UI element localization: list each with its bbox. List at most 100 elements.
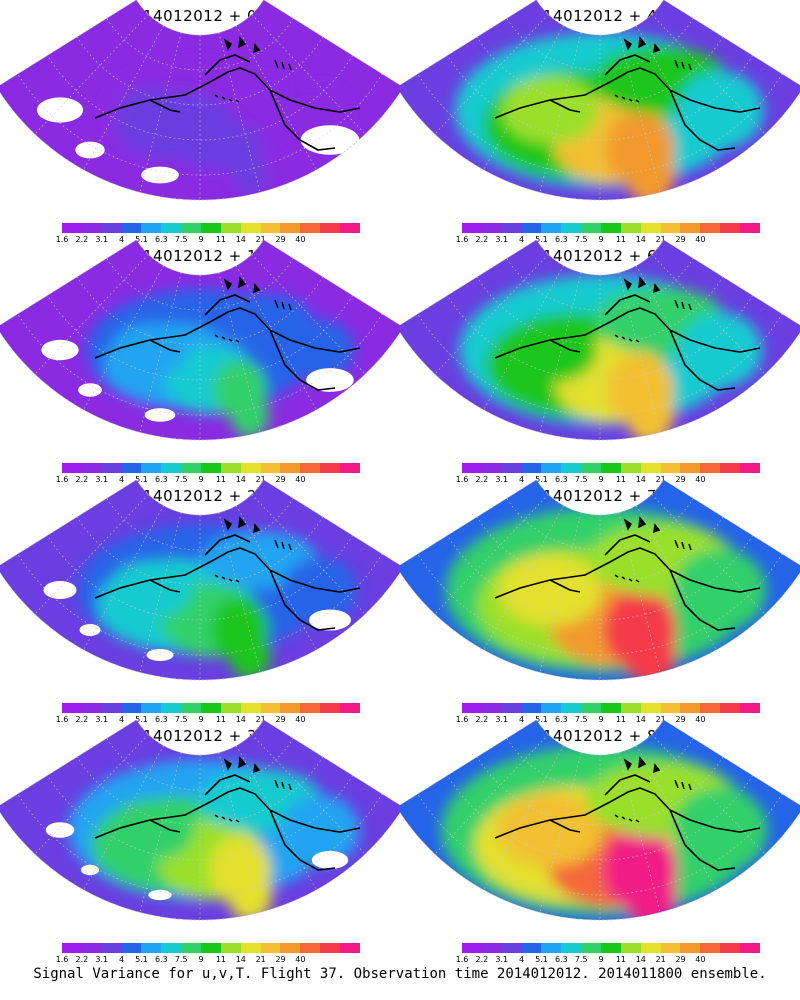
colorbar-tick-label: 4 [519, 475, 525, 484]
colorbar-tick-label: 1.6 [55, 475, 69, 484]
longitude-line [251, 494, 366, 615]
colorbar-swatch [240, 703, 261, 713]
colorbar-swatch [541, 943, 562, 953]
colorbar-tick-label: 9 [598, 715, 604, 724]
colorbar-swatch [320, 703, 341, 713]
colorbar-swatch [462, 703, 482, 713]
colorbar-tick-label: 9 [198, 955, 204, 964]
masked-area [36, 97, 84, 123]
colorbar-tick-label: 1.6 [55, 955, 69, 964]
islands [614, 516, 692, 583]
colorbar-swatch [62, 463, 82, 473]
colorbar-swatch [620, 703, 641, 713]
colorbar-swatch [260, 943, 281, 953]
colorbar-swatch [300, 703, 321, 713]
colorbar-swatch [300, 223, 321, 233]
colorbar-swatch [340, 703, 360, 713]
variance-contour [498, 553, 602, 627]
latitude-line [417, 73, 783, 176]
colorbar [462, 703, 760, 713]
colorbar-tick-label: 7.5 [174, 235, 188, 244]
colorbar-tick-label: 11 [215, 715, 227, 724]
latitude-line [47, 775, 353, 861]
longitude-line [539, 272, 582, 433]
colorbar-tick-label: 14 [235, 475, 246, 484]
colorbar-swatch [161, 463, 182, 473]
colorbar-swatch [201, 223, 221, 233]
colorbar-swatch [220, 943, 241, 953]
colorbar-swatch [141, 943, 162, 953]
colorbar-tick-label: 14 [235, 955, 246, 964]
colorbar-swatch [240, 463, 261, 473]
variance-contour [626, 386, 674, 441]
variance-contour [228, 868, 272, 921]
colorbar-swatch [62, 223, 82, 233]
colorbar-tick-label: 11 [615, 235, 627, 244]
colorbar-tick-label: 5.1 [535, 955, 548, 964]
colorbar-tick-label: 4 [119, 715, 125, 724]
colorbar-swatch [141, 223, 162, 233]
colorbar-tick-label: 6.3 [154, 955, 168, 964]
longitude-line [618, 32, 661, 193]
islands [614, 36, 692, 103]
latitude-line [447, 55, 753, 141]
colorbar-swatch [121, 703, 142, 713]
islands [214, 516, 292, 583]
colorbar-swatch [141, 703, 162, 713]
map-panel: 2014012012 + 60h 1.6 2.2 3.1 4 5.1 6.3 7.5 9 11 14… [400, 240, 800, 484]
longitude-line [236, 25, 317, 171]
map-panel: 2014012012 + 84h 1.6 2.2 3.1 4 5.1 6.3 7.5 9 11 14… [400, 720, 800, 964]
colorbar-tick-label: 1.6 [55, 235, 69, 244]
panel-title: 2014012012 + 60h [522, 247, 678, 265]
latitude-line [47, 55, 353, 141]
colorbar-swatch [101, 223, 122, 233]
longitude-line [651, 14, 766, 135]
islands [214, 756, 292, 823]
coastline [494, 774, 761, 871]
colorbar-tick-label: 40 [295, 475, 306, 484]
coastline [494, 294, 761, 391]
longitude-line [434, 14, 549, 135]
masked-area [41, 339, 79, 361]
panel-title: 2014012012 + 72h [522, 487, 678, 505]
colorbar-tick-label: 3.1 [495, 475, 509, 484]
map-panel: 2014012012 + 24h 1.6 2.2 3.1 4 5.1 6.3 7.5 9 11 14… [0, 480, 400, 724]
colorbar-tick-label: 3.1 [495, 235, 509, 244]
colorbar-tick-label: 21 [255, 475, 266, 484]
longitude-line [651, 254, 766, 375]
colorbar-tick-label: 21 [255, 235, 266, 244]
variance-contour [677, 312, 763, 388]
variance-contour [673, 548, 767, 632]
map-boundary [0, 480, 400, 681]
colorbar-swatch [501, 223, 522, 233]
variance-map [0, 480, 400, 681]
coastline [94, 54, 361, 151]
colorbar-swatch [220, 223, 241, 233]
colorbar-tick-label: 4 [519, 235, 525, 244]
masked-area [309, 609, 351, 631]
colorbar-swatch [680, 703, 701, 713]
variance-contour [624, 624, 676, 681]
variance-contour [503, 317, 597, 383]
variance-contour [291, 84, 349, 136]
colorbar-tick-label: 40 [695, 235, 706, 244]
colorbar-tick-label: 1.6 [455, 955, 469, 964]
colorbar-tick-label: 9 [598, 955, 604, 964]
colorbar-tick-label: 21 [655, 715, 666, 724]
colorbar-tick-label: 4 [519, 715, 525, 724]
colorbar-swatch [320, 463, 341, 473]
colorbar-tick-label: 1.6 [455, 715, 469, 724]
longitude-line [618, 272, 661, 433]
longitude-line [139, 32, 182, 193]
variance-map [400, 720, 800, 921]
colorbar-tick-label: 21 [655, 475, 666, 484]
colorbar-ticks: 1.6 2.2 3.1 4 5.1 6.3 7.5 9 11 14 21 29 40 [456, 715, 760, 725]
colorbar-swatch [121, 463, 142, 473]
coastline [94, 534, 361, 631]
colorbar-swatch [462, 943, 482, 953]
masked-area [148, 889, 172, 901]
colorbar-tick-label: 29 [275, 235, 286, 244]
variance-contour [497, 792, 603, 868]
colorbar-swatch [521, 943, 542, 953]
latitude-line [17, 793, 383, 896]
